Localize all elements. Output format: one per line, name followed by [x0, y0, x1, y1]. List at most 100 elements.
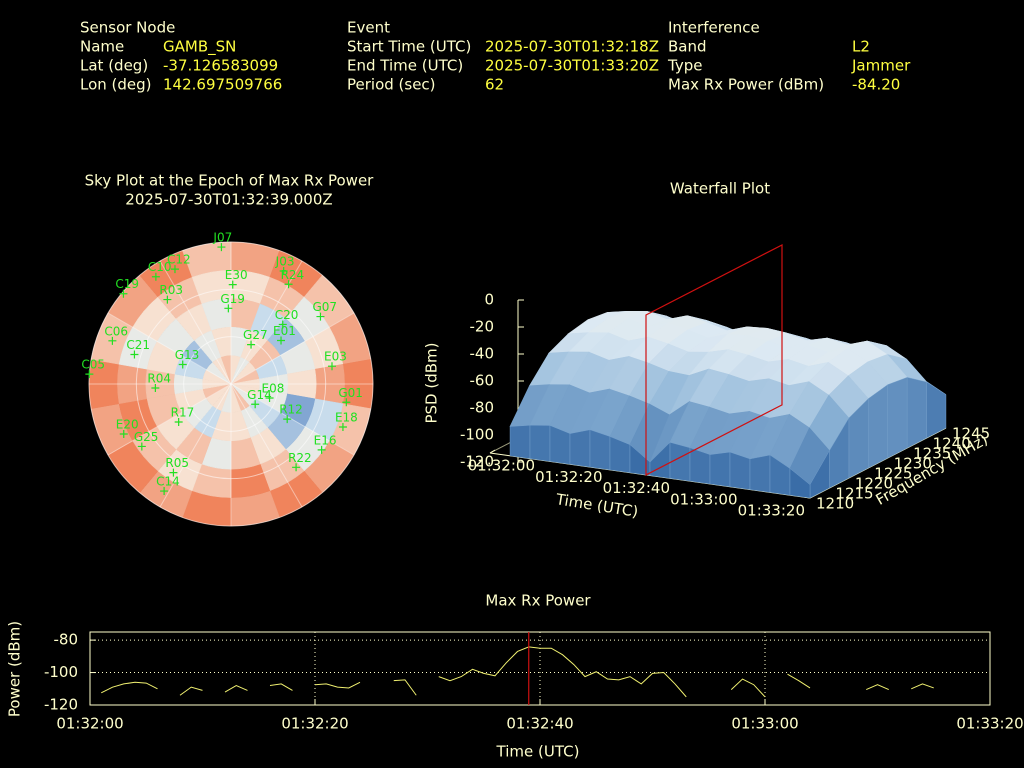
satellite-label: G19	[220, 292, 245, 306]
y-tick-label: 1215	[835, 485, 873, 503]
azimuth-line	[230, 312, 355, 385]
satellite-label: C20	[275, 308, 299, 322]
z-tick-label: -100	[460, 426, 494, 444]
y-tick-label: 1230	[894, 455, 932, 473]
x-tick-label: 01:32:20	[535, 468, 602, 486]
satellite-marker	[317, 445, 326, 454]
chart-title: Sky Plot at the Epoch of Max Rx Power	[85, 172, 375, 190]
satellite-label: G07	[312, 300, 337, 314]
elevation-ring	[135, 288, 327, 480]
surface-wall	[529, 425, 551, 462]
satellite-marker	[160, 487, 169, 496]
azimuth-line	[230, 260, 303, 385]
satellite-marker	[278, 320, 287, 329]
satellite-label: R12	[279, 403, 303, 417]
satellite-marker	[163, 295, 172, 304]
azimuth-line	[230, 383, 303, 508]
satellite-label: J03	[275, 255, 295, 269]
satellite-marker	[277, 336, 286, 345]
satellite-marker	[178, 360, 187, 369]
x-tick-label: 01:33:20	[956, 715, 1023, 733]
power-line	[101, 646, 934, 698]
satellite-label: G01	[338, 386, 363, 400]
elevation-ring	[88, 241, 374, 527]
chart-subtitle: 2025-07-30T01:32:39.000Z	[125, 191, 332, 209]
satellite-label: G13	[175, 348, 200, 362]
satellite-label: C14	[156, 475, 180, 489]
x-tick-label: 01:32:40	[603, 479, 670, 497]
y-tick-label: 1235	[913, 445, 951, 463]
satellite-label: E18	[335, 410, 358, 424]
y-tick-label: -80	[54, 631, 79, 649]
satellite-marker	[338, 422, 347, 431]
z-tick-label: -60	[470, 372, 495, 390]
z-tick-label: 0	[484, 291, 494, 309]
satellite-marker	[327, 362, 336, 371]
azimuth-line	[107, 383, 232, 456]
field-label: Lat (deg)	[80, 57, 148, 75]
z-tick-label: -20	[470, 318, 495, 336]
satellite-label: J07	[212, 231, 232, 245]
surface-wall	[709, 451, 731, 487]
y-tick-label: 1220	[855, 475, 893, 493]
surface-wall	[509, 425, 531, 459]
satellite-marker	[284, 280, 293, 289]
z-tick-label: -80	[470, 399, 495, 417]
field-label: Start Time (UTC)	[347, 38, 471, 56]
chart-title: Waterfall Plot	[670, 180, 770, 198]
surface-wall	[729, 451, 751, 490]
satellite-marker	[316, 312, 325, 321]
satellite-label: R03	[159, 283, 183, 297]
azimuth-line	[230, 383, 355, 456]
satellite-marker	[174, 418, 183, 427]
surface-wall	[749, 454, 771, 493]
x-tick-label: 01:32:00	[468, 457, 535, 475]
y-tick-label: -100	[44, 663, 78, 681]
chart-title: Max Rx Power	[485, 592, 591, 610]
epoch-plane	[645, 243, 783, 476]
surface-wall	[589, 429, 611, 471]
y-axis-label: Power (dBm)	[6, 621, 24, 717]
satellite-label: E16	[314, 433, 337, 447]
plot-frame	[89, 631, 991, 706]
satellite-label: C10	[148, 260, 172, 274]
field-value: 2025-07-30T01:32:18Z	[485, 38, 659, 56]
field-value: Jammer	[851, 57, 911, 75]
satellite-label: C21	[126, 338, 150, 352]
surface-wall	[569, 429, 591, 468]
satellite-marker	[265, 394, 274, 403]
x-tick-label: 01:32:40	[506, 715, 573, 733]
satellite-marker	[119, 289, 128, 298]
surface-wall	[789, 468, 811, 499]
satellite-marker	[251, 400, 260, 409]
surface-wall	[669, 442, 691, 482]
satellite-marker	[130, 350, 139, 359]
field-value: 62	[485, 76, 504, 94]
z-tick-label: -40	[470, 345, 495, 363]
satellite-marker	[151, 272, 160, 281]
y-tick-label: 1210	[816, 495, 854, 513]
surface-wall	[868, 384, 888, 469]
satellite-marker	[119, 430, 128, 439]
sky-cell	[220, 355, 232, 385]
azimuth-line	[159, 383, 232, 508]
satellite-marker	[108, 336, 117, 345]
satellite-marker	[169, 468, 178, 477]
field-label: Type	[667, 57, 702, 75]
surface-wall	[887, 377, 908, 459]
y-tick-label: -120	[44, 696, 78, 714]
x-tick-label: 01:32:20	[281, 715, 348, 733]
satellite-marker	[279, 267, 288, 276]
satellite-label: C05	[81, 358, 105, 372]
azimuth-line	[159, 260, 232, 385]
field-value: GAMB_SN	[163, 38, 236, 57]
satellite-marker	[228, 280, 237, 289]
satellite-marker	[85, 370, 94, 379]
satellite-label: R04	[147, 371, 171, 385]
y-tick-label: 1245	[952, 425, 990, 443]
satellite-label: C12	[167, 253, 191, 267]
satellite-label: C06	[104, 324, 128, 338]
x-tick	[489, 449, 496, 454]
